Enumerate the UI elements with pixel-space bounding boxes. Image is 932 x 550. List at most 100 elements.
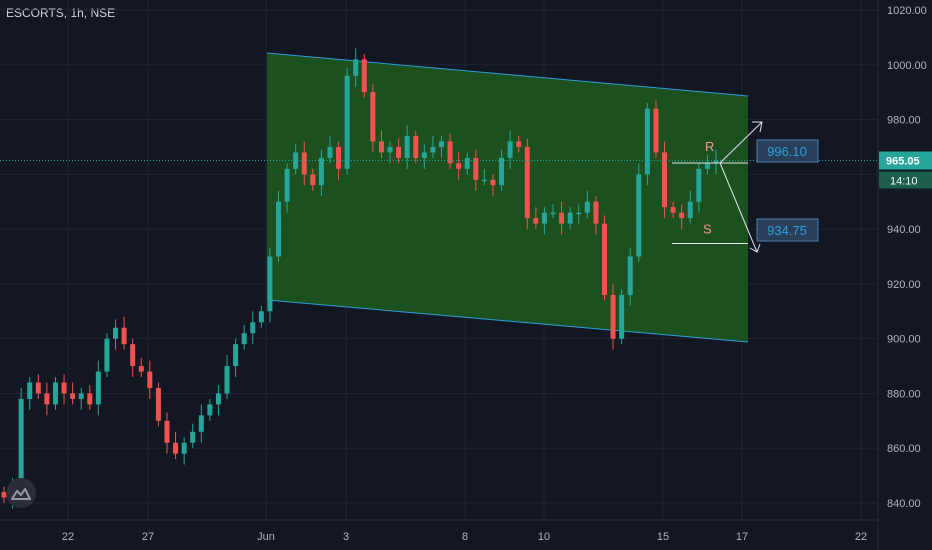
- candle-body: [704, 163, 710, 169]
- candle-body: [318, 157, 324, 186]
- candle-body: [293, 152, 299, 169]
- upside-arrow-head-icon: [752, 121, 763, 133]
- upside-arrow-line: [719, 121, 763, 164]
- candle-body: [550, 212, 556, 215]
- countdown-value: 14:10: [890, 176, 918, 188]
- candle-body: [456, 163, 462, 169]
- candle-body: [619, 294, 625, 339]
- candle-body: [276, 201, 282, 257]
- x-tick-label: 17: [736, 531, 748, 543]
- last-price-tag: [879, 151, 932, 170]
- support-label: S: [703, 221, 712, 236]
- candle-body: [52, 382, 58, 405]
- resistance-label: R: [705, 139, 714, 154]
- candle-body: [18, 398, 24, 487]
- candle-body: [696, 168, 702, 202]
- candle-body: [524, 146, 530, 219]
- candle-body: [267, 256, 273, 312]
- channel-fill: [267, 53, 748, 342]
- candle-body: [113, 327, 119, 339]
- candle-body: [601, 223, 607, 295]
- candle-body: [499, 157, 505, 186]
- candle-body: [473, 157, 479, 180]
- channel-lower-line: [266, 299, 749, 343]
- candle-body: [336, 146, 342, 169]
- x-tick-label: 27: [142, 531, 154, 543]
- candle-body: [636, 174, 642, 257]
- candle-body: [490, 179, 496, 186]
- candle-body: [310, 174, 316, 186]
- y-tick-label: 860.00: [887, 443, 921, 455]
- candle-body: [404, 135, 410, 158]
- candle-body: [421, 152, 427, 158]
- downside-arrow-line: [719, 162, 758, 253]
- downside-arrow-head-icon: [749, 243, 761, 253]
- candle-body: [464, 157, 470, 169]
- countdown-tag: [879, 171, 932, 189]
- candle-body: [378, 141, 384, 153]
- x-tick-label: 3: [343, 531, 349, 543]
- candle-body: [533, 218, 539, 224]
- candle-body: [258, 311, 264, 323]
- candle-body: [164, 420, 170, 443]
- lower-target-value: 934.75: [767, 223, 807, 238]
- candle-body: [190, 431, 196, 443]
- last-price-value: 965.05: [886, 156, 920, 168]
- candle-body: [147, 371, 153, 388]
- x-tick-label: 22: [62, 531, 74, 543]
- candle-body: [413, 135, 419, 158]
- candle-body: [438, 141, 444, 147]
- candle-body: [516, 141, 522, 147]
- upper-target-box: [756, 139, 819, 163]
- y-tick-label: 900.00: [887, 334, 921, 346]
- candle-body: [679, 212, 685, 219]
- y-tick-label: 880.00: [887, 388, 921, 400]
- candle-body: [370, 92, 376, 142]
- candle-body: [301, 152, 307, 175]
- upper-target-value: 996.10: [767, 144, 807, 159]
- candle-body: [387, 146, 393, 153]
- candle-body: [627, 256, 633, 295]
- y-tick-label: 1020.00: [887, 5, 927, 17]
- candle-body: [198, 415, 204, 432]
- candle-body: [687, 201, 693, 219]
- candle-body: [713, 160, 719, 164]
- candle-body: [233, 344, 239, 367]
- candle-body: [644, 108, 650, 175]
- candle-body: [130, 344, 136, 367]
- x-tick-label: 10: [538, 531, 550, 543]
- candle-body: [653, 108, 659, 153]
- candle-body: [250, 322, 256, 334]
- candle-body: [662, 152, 668, 208]
- candle-body: [481, 179, 487, 182]
- candle-body: [1, 492, 7, 498]
- candle-body: [344, 75, 350, 169]
- candle-body: [87, 393, 93, 405]
- candle-body: [584, 201, 590, 213]
- candle-body: [593, 201, 599, 224]
- y-tick-label: 940.00: [887, 224, 921, 236]
- candle-body: [78, 393, 84, 399]
- x-tick-label: Jun: [257, 531, 275, 543]
- candle-body: [173, 442, 179, 454]
- candle-body: [224, 366, 230, 394]
- candle-body: [361, 59, 367, 93]
- candle-body: [61, 382, 67, 394]
- candle-body: [70, 393, 76, 399]
- tradingview-logo-icon[interactable]: [6, 478, 36, 508]
- candle-body: [447, 141, 453, 164]
- candle-body: [567, 212, 573, 224]
- candle-body: [610, 294, 616, 339]
- candle-body: [430, 146, 436, 153]
- y-tick-label: 920.00: [887, 279, 921, 291]
- candle-body: [353, 59, 359, 76]
- candle-body: [576, 212, 582, 215]
- candle-body: [541, 212, 547, 224]
- candle-body: [27, 382, 33, 399]
- y-tick-label: 980.00: [887, 115, 921, 127]
- candle-body: [104, 338, 110, 372]
- candle-body: [670, 207, 676, 213]
- candle-body: [559, 212, 565, 224]
- candle-body: [95, 371, 101, 405]
